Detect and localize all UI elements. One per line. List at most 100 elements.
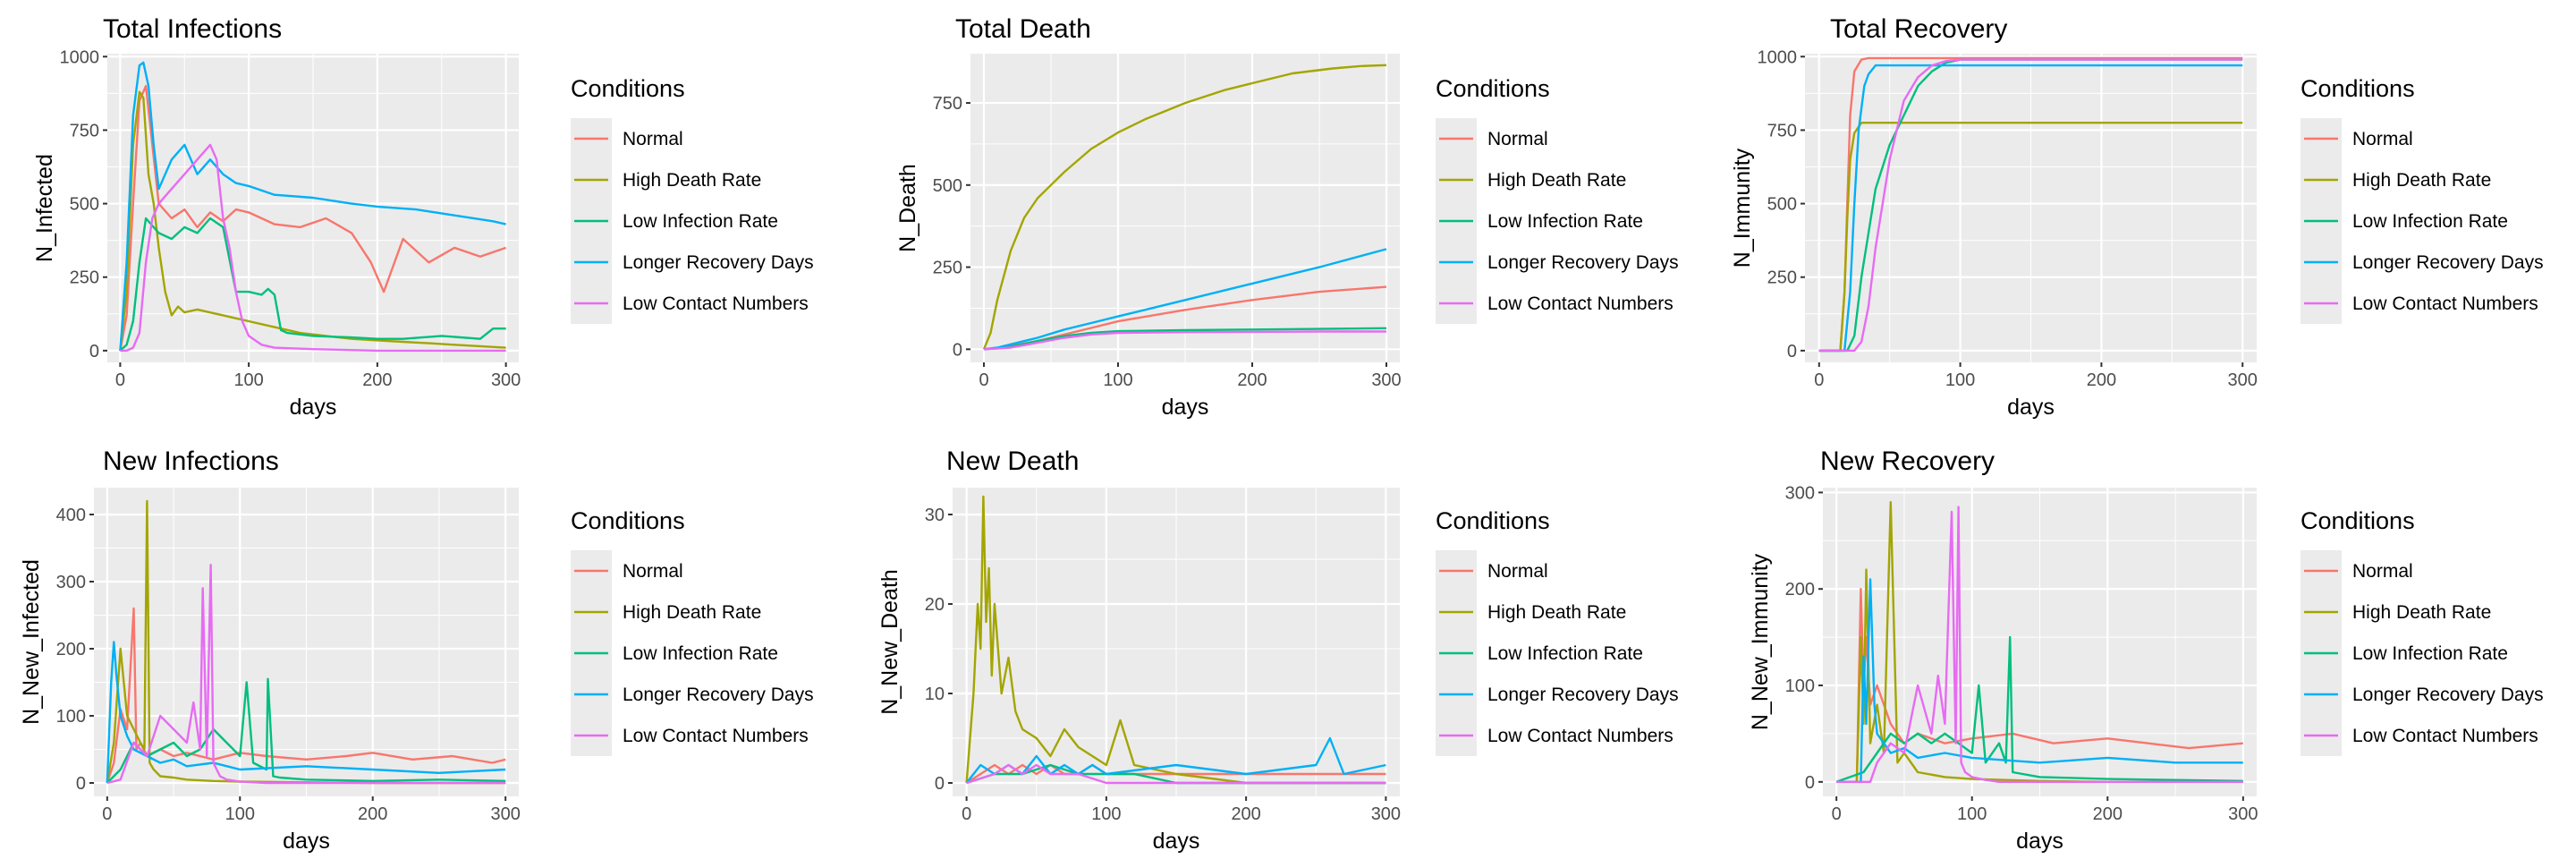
x-tick-label: 100 — [233, 370, 263, 390]
legend: Conditions Normal High Death Rate Low Infec… — [2301, 507, 2544, 756]
series-line-low-contact-numbers — [106, 564, 506, 785]
legend: Conditions Normal High Death Rate Low Infec… — [571, 507, 814, 756]
series-line-low-infection-rate — [119, 217, 506, 352]
y-tick-label: 0 — [1805, 773, 1815, 793]
y-tick-label: 1000 — [1758, 47, 1798, 67]
chart-title: New Death — [946, 447, 1079, 476]
legend-title: Conditions — [2301, 75, 2415, 102]
x-tick-label: 100 — [1103, 370, 1132, 390]
legend-title: Conditions — [2301, 507, 2415, 534]
panel-2: 0 100 200 300 0 250 500 750 Total Death days N_Dea… — [895, 14, 1679, 420]
legend-label: High Death Rate — [623, 602, 761, 623]
legend-title: Conditions — [1436, 75, 1550, 102]
x-tick-label: 300 — [490, 804, 520, 824]
legend-label: Low Contact Numbers — [2352, 726, 2538, 746]
legend-label: Low Infection Rate — [1487, 643, 1643, 664]
series-line-high-death-rate — [965, 495, 1386, 785]
x-tick-label: 0 — [1814, 370, 1824, 390]
y-tick-label: 1000 — [60, 47, 100, 67]
x-tick-label: 200 — [362, 370, 392, 390]
y-tick-label: 500 — [933, 176, 962, 196]
legend-label: Low Contact Numbers — [2352, 293, 2538, 314]
y-tick-label: 300 — [1785, 483, 1815, 503]
y-tick-label: 100 — [1785, 676, 1815, 696]
legend-label: Normal — [623, 561, 683, 582]
series-group — [1835, 501, 2243, 783]
legend-label: Low Contact Numbers — [1487, 293, 1674, 314]
series-line-high-death-rate — [982, 64, 1387, 350]
y-tick-label: 0 — [76, 774, 86, 794]
y-tick-label: 10 — [925, 685, 945, 704]
series-group — [1818, 56, 2243, 353]
chart-title: New Infections — [103, 447, 279, 476]
legend-label: Low Infection Rate — [2352, 643, 2508, 664]
y-tick-label: 250 — [933, 259, 962, 278]
x-tick-label: 300 — [2228, 370, 2258, 390]
series-line-normal — [119, 84, 506, 352]
series-line-longer-recovery-days — [106, 641, 506, 784]
legend-label: Normal — [2352, 129, 2413, 149]
series-line-low-infection-rate — [106, 677, 506, 784]
y-axis-title: N_Immunity — [1730, 148, 1755, 268]
series-line-normal — [106, 607, 506, 784]
y-axis-title: N_New_Death — [877, 569, 902, 715]
y-tick-label: 500 — [70, 195, 99, 215]
legend-label: Low Infection Rate — [623, 211, 778, 232]
x-axis-title: days — [2007, 395, 2055, 420]
x-axis-title: days — [2016, 829, 2063, 854]
y-tick-label: 300 — [56, 573, 86, 592]
legend-label: Longer Recovery Days — [2352, 252, 2544, 273]
series-line-longer-recovery-days — [1836, 578, 2243, 783]
x-tick-label: 100 — [1091, 804, 1121, 824]
series-line-low-infection-rate — [1835, 635, 2243, 783]
panel-3: 0 100 200 300 0 250 500 750 1000 Total Recovery da… — [1730, 14, 2544, 420]
x-tick-label: 100 — [1957, 804, 1987, 824]
legend-label: Longer Recovery Days — [623, 252, 814, 273]
y-tick-label: 750 — [1767, 121, 1797, 140]
series-line-low-contact-numbers — [120, 143, 506, 353]
x-tick-label: 300 — [1371, 804, 1401, 824]
y-tick-label: 0 — [953, 340, 962, 360]
legend-label: Low Infection Rate — [2352, 211, 2508, 232]
x-tick-label: 200 — [2093, 804, 2123, 824]
legend: Conditions Normal High Death Rate Low Infec… — [571, 75, 814, 324]
chart-title: New Recovery — [1820, 447, 1995, 476]
y-tick-label: 750 — [70, 121, 99, 140]
legend-label: Longer Recovery Days — [1487, 252, 1679, 273]
legend-label: High Death Rate — [623, 170, 761, 191]
x-tick-label: 0 — [1832, 804, 1842, 824]
series-line-low-contact-numbers — [966, 763, 1386, 785]
legend-label: High Death Rate — [2352, 170, 2491, 191]
y-axis-title: N_New_Infected — [19, 559, 44, 725]
x-tick-label: 100 — [1945, 370, 1975, 390]
series-line-low-contact-numbers — [983, 330, 1386, 351]
series-line-low-contact-numbers — [1836, 506, 2243, 783]
x-tick-label: 300 — [2228, 804, 2258, 824]
series-group — [119, 61, 506, 353]
x-tick-label: 200 — [1231, 804, 1260, 824]
x-tick-label: 0 — [979, 370, 988, 390]
y-tick-label: 500 — [1767, 195, 1797, 215]
legend-label: Low Contact Numbers — [623, 293, 809, 314]
x-tick-label: 300 — [1371, 370, 1401, 390]
series-line-longer-recovery-days — [983, 248, 1387, 351]
chart-title: Total Infections — [103, 14, 282, 44]
x-tick-label: 100 — [225, 804, 255, 824]
legend-label: Normal — [623, 129, 683, 149]
legend-label: Low Contact Numbers — [1487, 726, 1674, 746]
y-tick-label: 250 — [70, 268, 99, 288]
legend-label: Low Infection Rate — [623, 643, 778, 664]
series-line-high-death-rate — [119, 90, 506, 352]
y-tick-label: 400 — [56, 506, 86, 525]
x-tick-label: 0 — [102, 804, 112, 824]
y-tick-label: 20 — [925, 595, 945, 615]
series-group — [965, 495, 1386, 785]
legend: Conditions Normal High Death Rate Low Infec… — [1436, 75, 1679, 324]
legend-label: High Death Rate — [1487, 170, 1626, 191]
y-tick-label: 0 — [935, 774, 945, 794]
y-axis-title: N_Death — [895, 164, 920, 252]
legend-label: Normal — [1487, 561, 1548, 582]
x-tick-label: 200 — [2087, 370, 2116, 390]
